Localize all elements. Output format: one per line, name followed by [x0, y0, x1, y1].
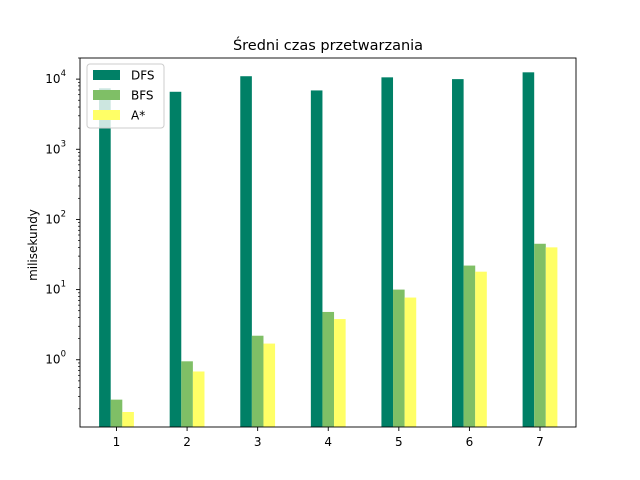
y-tick-label: 102	[45, 209, 66, 226]
bar-bfs-1	[110, 399, 123, 427]
legend-swatch-bfs	[93, 90, 120, 100]
y-axis-label: milisekundy	[26, 209, 40, 281]
chart-title: Średni czas przetwarzania	[233, 36, 423, 54]
legend-label: A*	[131, 109, 145, 123]
legend-swatch-dfs	[93, 70, 120, 80]
y-tick-label: 101	[45, 280, 66, 297]
y-ticks-group: 100 101 102 103 104	[45, 57, 80, 410]
bar-dfs-7	[522, 72, 535, 427]
legend-label: BFS	[131, 89, 154, 103]
legend-label: DFS	[131, 69, 155, 83]
bar-bfs-7	[534, 243, 546, 427]
bar-dfs-2	[169, 91, 182, 427]
y-tick-label: 104	[45, 69, 66, 86]
bar-bfs-2	[181, 361, 193, 427]
bar-a-2	[192, 371, 205, 427]
bar-dfs-6	[452, 79, 464, 428]
bar-a-4	[334, 319, 346, 427]
bar-dfs-5	[381, 77, 394, 427]
bar-a-6	[475, 271, 487, 427]
x-tick-label: 1	[113, 435, 121, 449]
bar-bfs-4	[322, 311, 335, 427]
bars-group	[99, 72, 558, 428]
y-tick-label: 100	[45, 350, 66, 367]
bar-dfs-3	[240, 76, 252, 427]
bar-dfs-1	[99, 88, 111, 427]
plot-area-frame	[79, 57, 577, 428]
bar-a-3	[263, 343, 276, 427]
y-tick-label: 103	[45, 139, 66, 156]
x-tick-label: 2	[183, 435, 191, 449]
bar-bfs-6	[463, 265, 476, 427]
x-tick-label: 6	[466, 435, 474, 449]
x-tick-label: 4	[324, 435, 332, 449]
bar-bfs-3	[251, 335, 264, 427]
bar-a-5	[404, 297, 417, 427]
legend-swatch-a	[93, 110, 120, 120]
bar-a-7	[545, 247, 558, 427]
bar-dfs-4	[310, 90, 323, 428]
bar-bfs-5	[393, 289, 405, 427]
legend: DFS BFS A*	[86, 63, 165, 129]
x-tick-label: 3	[254, 435, 262, 449]
x-tick-label: 5	[395, 435, 403, 449]
x-tick-label: 7	[536, 435, 544, 449]
x-ticks-group: 1 2 3 4 5 6 7	[113, 427, 544, 449]
bar-a-1	[122, 411, 134, 427]
